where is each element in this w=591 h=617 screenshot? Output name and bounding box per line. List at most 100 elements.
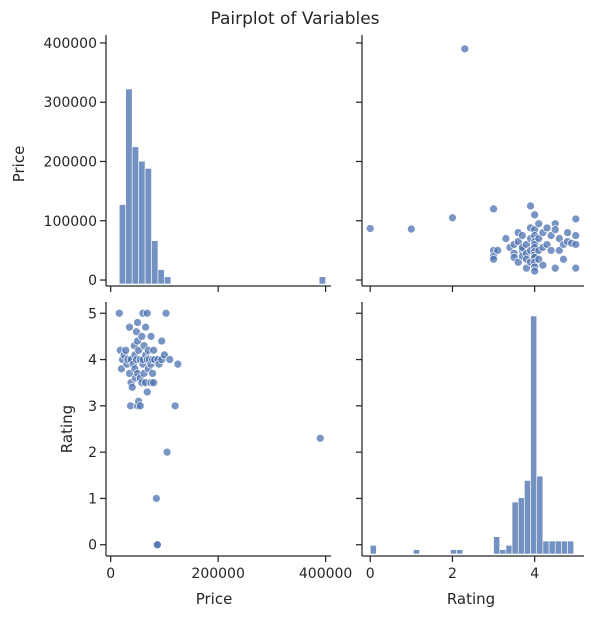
histogram-bar (499, 549, 507, 555)
histogram-bar (369, 545, 377, 555)
histogram-bar (450, 549, 457, 555)
scatter-point (142, 387, 152, 397)
scatter-point (571, 240, 581, 249)
y-tick-label: 200000 (44, 154, 97, 170)
scatter-point (161, 308, 171, 318)
y-tick-label: 2 (88, 445, 97, 461)
histogram-bar (530, 315, 538, 555)
scatter-point (559, 254, 568, 264)
y-tick-label: 4 (88, 353, 97, 369)
scatter-point (153, 540, 162, 550)
y-tick-label: 1 (88, 491, 97, 507)
panel-rating-hist: 0 2 4 (356, 302, 584, 582)
scatter-point (170, 401, 180, 411)
histogram-bar (554, 540, 562, 555)
scatter-point (550, 263, 560, 273)
histogram-bar (456, 549, 464, 555)
histogram-bar (151, 240, 159, 285)
x-tick-label: 400000 (299, 566, 352, 582)
histogram-bar (318, 276, 326, 285)
scatter-point (546, 246, 556, 255)
scatter-point (513, 257, 523, 267)
scatter-point (501, 234, 511, 243)
y-axis-label-price: Price (10, 146, 28, 183)
scatter-point (493, 246, 503, 255)
x-axis-label-rating: Rating (447, 590, 495, 608)
y-tick-label: 0 (88, 538, 97, 554)
scatter-point (534, 234, 544, 243)
scatter-point (114, 308, 124, 318)
figure-title: Pairplot of Variables (210, 9, 379, 29)
x-tick-label: 2 (448, 566, 457, 582)
scatter-point (460, 44, 470, 54)
scatter-point (406, 224, 416, 234)
scatter-point (152, 494, 161, 503)
scatter-point (546, 231, 556, 240)
panel-price-hist: 0 100000 200000 300000 400000 (44, 35, 331, 292)
scatter-point (534, 219, 544, 229)
histogram-bar (125, 88, 133, 285)
histogram-bar (536, 475, 544, 555)
scatter-point (554, 246, 564, 255)
scatter-point (534, 254, 544, 264)
scatter-point (571, 263, 581, 273)
scatter-point (125, 322, 134, 332)
histogram-bar (567, 540, 575, 555)
histogram-bar (511, 501, 519, 555)
scatter-point (165, 355, 175, 364)
scatter-point (571, 214, 581, 224)
histogram-bar (542, 540, 550, 555)
x-tick-label: 200000 (191, 566, 244, 582)
scatter-point (538, 260, 548, 270)
x-axis-label-price: Price (196, 590, 233, 608)
scatter-point (149, 378, 159, 388)
y-tick-label: 300000 (44, 95, 97, 111)
scatter-point (149, 345, 159, 355)
scatter-point (542, 240, 552, 249)
histogram-bar (138, 160, 146, 285)
y-tick-label: 5 (88, 306, 97, 322)
panel-rating-price-scatter (356, 35, 584, 292)
scatter-point (135, 401, 145, 411)
scatter-point (157, 336, 167, 346)
scatter-point (137, 332, 147, 341)
scatter-point (530, 266, 540, 276)
scatter-point (121, 345, 131, 355)
panel-price-rating-scatter: 0 1 2 3 4 5 0 200000 400000 (88, 302, 352, 582)
histogram-bar (548, 540, 556, 555)
scatter-point (173, 359, 183, 369)
scatter-point (141, 322, 150, 332)
scatter-point (133, 318, 142, 327)
x-tick-label: 0 (106, 566, 115, 582)
scatter-point (563, 228, 572, 237)
scatter-point (530, 210, 540, 220)
histogram-bar (524, 480, 531, 555)
y-tick-label: 3 (88, 399, 97, 415)
scatter-point (550, 225, 560, 235)
y-tick-label: 100000 (44, 214, 97, 230)
scatter-point (526, 201, 535, 211)
scatter-point (448, 213, 457, 223)
scatter-point (142, 308, 152, 318)
y-tick-label: 0 (88, 273, 97, 289)
histogram-bar (517, 497, 525, 555)
y-axis-label-rating: Rating (58, 405, 76, 453)
x-tick-label: 0 (366, 566, 375, 582)
scatter-point (146, 332, 156, 341)
scatter-point (517, 231, 527, 240)
scatter-point (162, 447, 172, 457)
scatter-point (489, 204, 498, 214)
scatter-point (542, 223, 552, 233)
scatter-point (148, 369, 157, 378)
scatter-point (127, 382, 137, 392)
x-tick-label: 4 (530, 566, 539, 582)
histogram-bar (413, 549, 420, 555)
scatter-point (489, 254, 498, 264)
scatter-point (315, 433, 325, 443)
histogram-bar (164, 276, 172, 285)
scatter-point (571, 231, 581, 240)
histogram-bar (157, 269, 165, 285)
scatter-point (365, 224, 375, 233)
histogram-bar (505, 545, 513, 555)
